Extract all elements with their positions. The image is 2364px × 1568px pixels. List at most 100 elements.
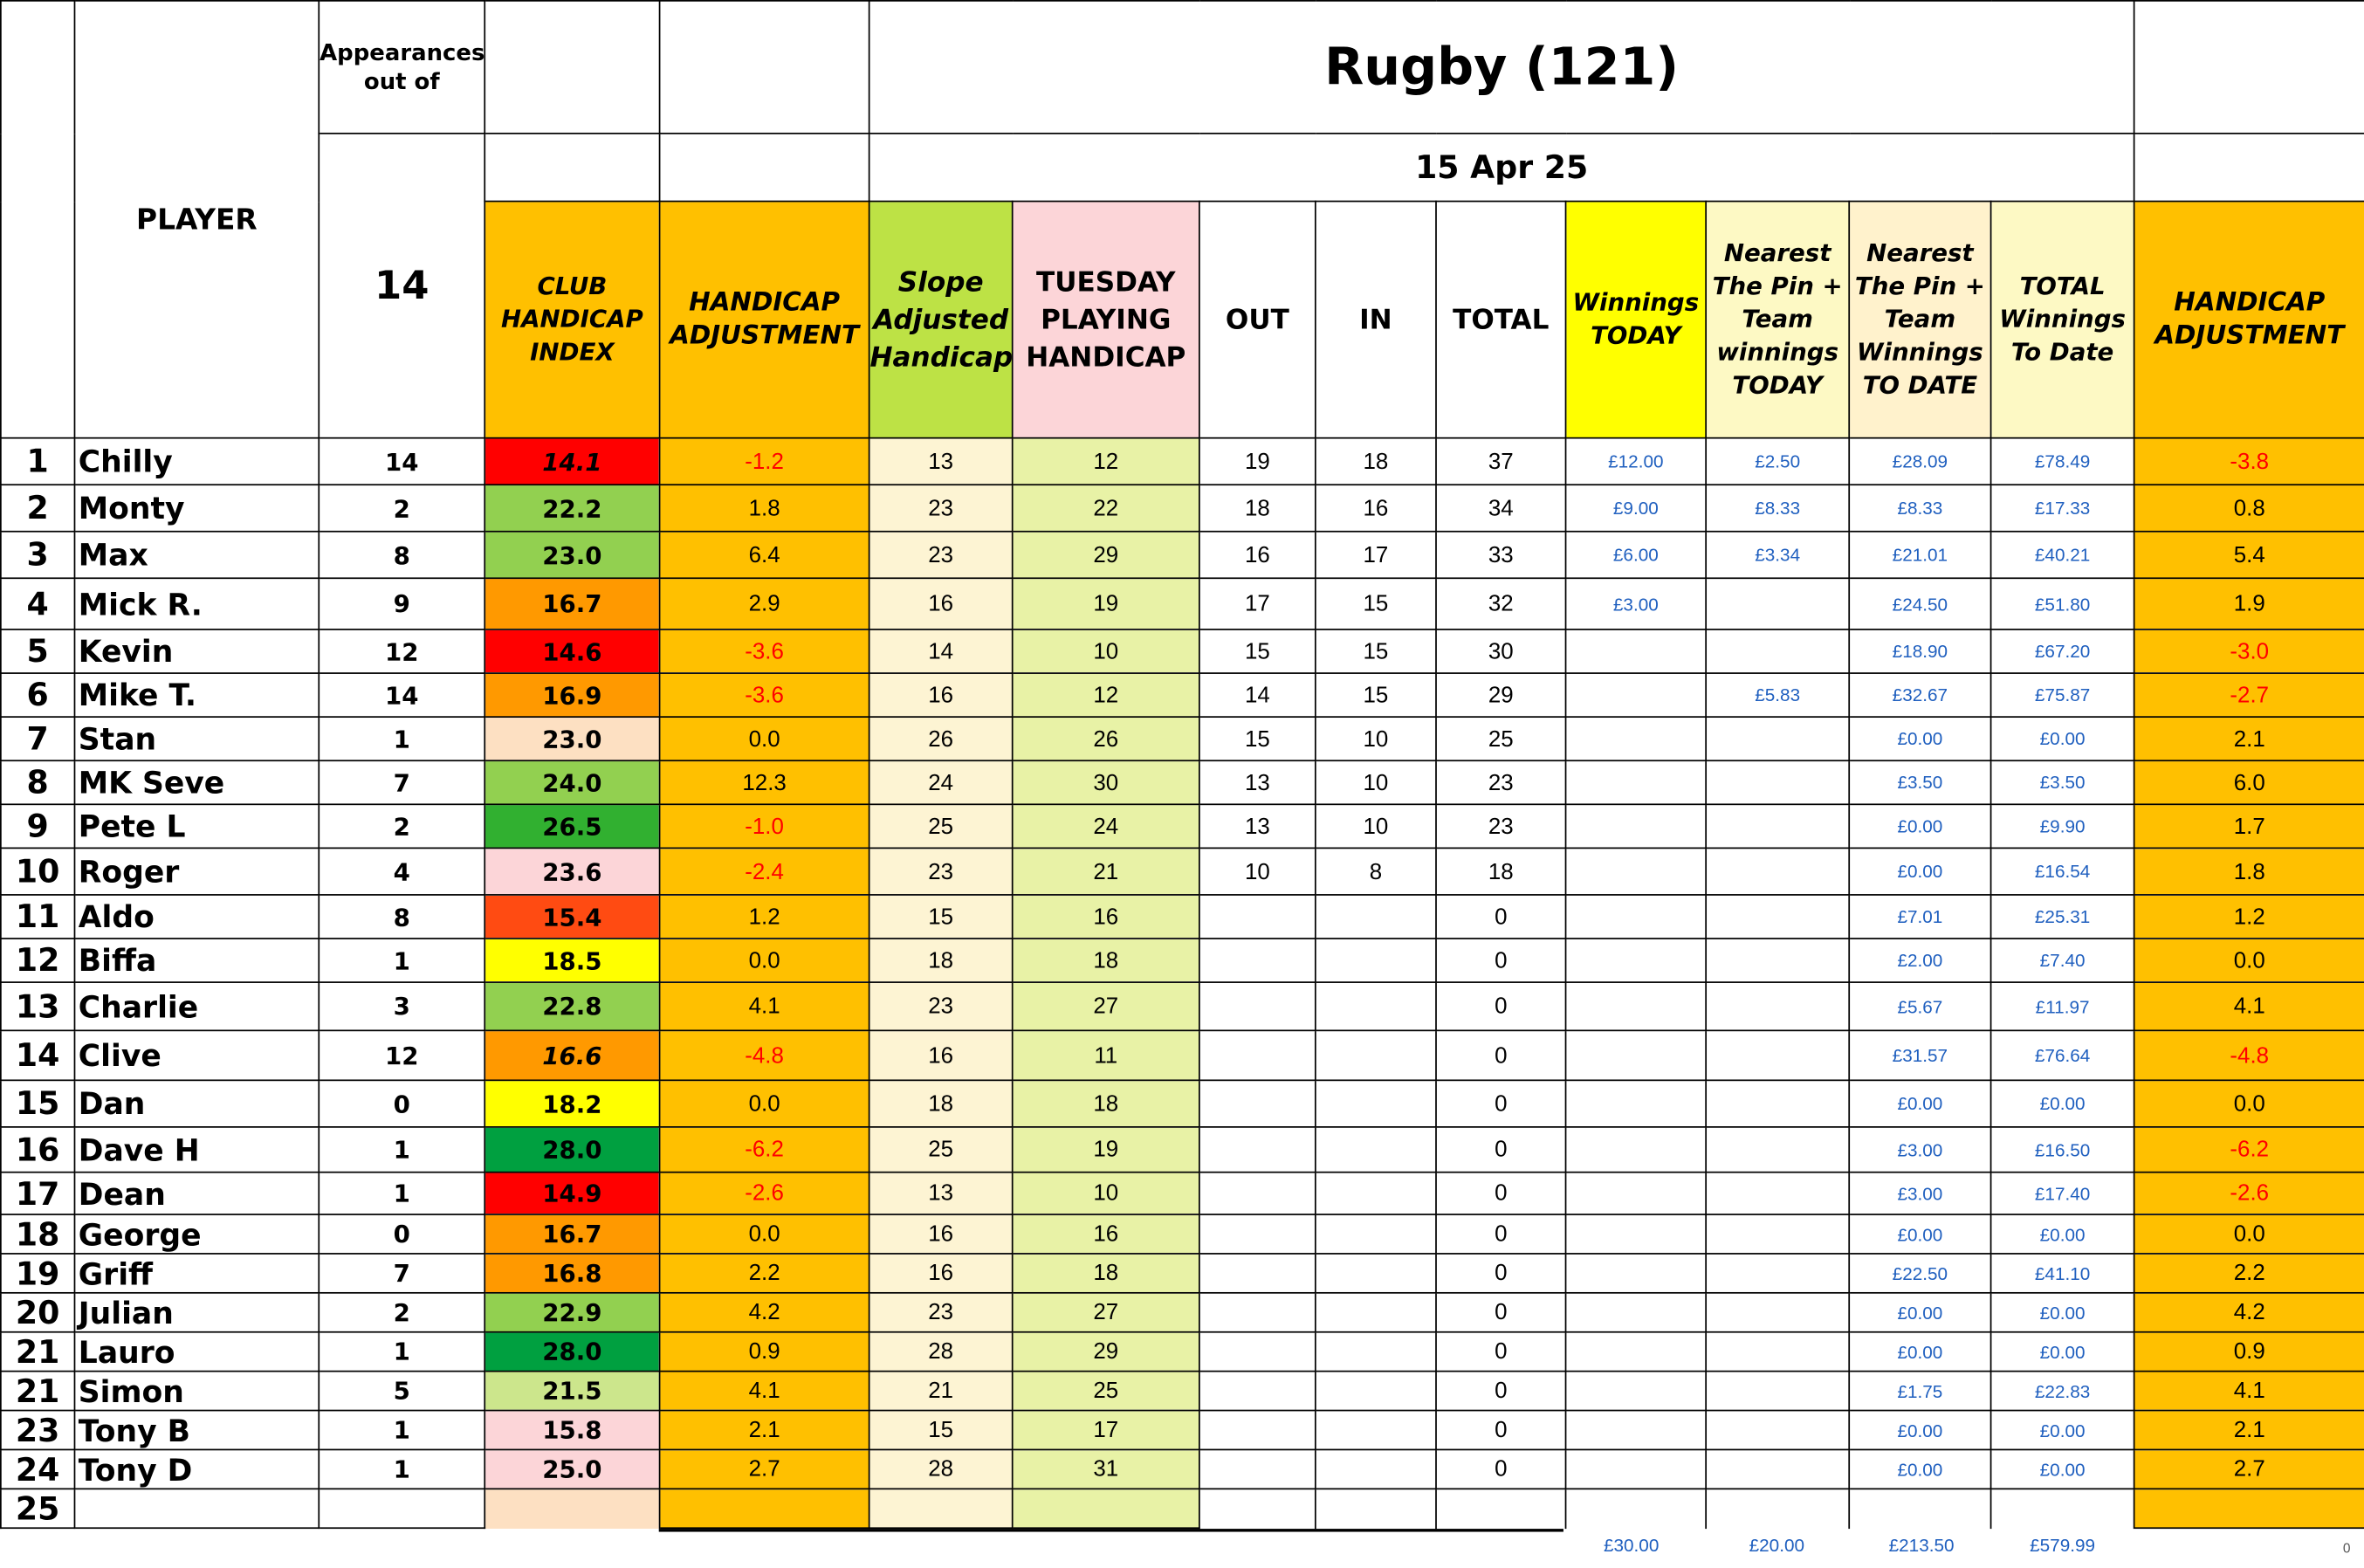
out-score-cell[interactable]: 17 <box>1198 577 1316 630</box>
out-header[interactable]: OUT <box>1198 200 1316 439</box>
ntp-winnings-to-date-cell[interactable]: £28.09 <box>1848 437 1992 486</box>
slope-adjusted-handicap-cell[interactable]: 14 <box>868 629 1014 674</box>
winnings-today-cell[interactable] <box>1564 1370 1708 1412</box>
club-handicap-index-cell[interactable]: 24.0 <box>484 760 661 806</box>
ntp-winnings-today-cell[interactable] <box>1705 1331 1851 1372</box>
total-winnings-to-date-cell[interactable]: £16.50 <box>1989 1126 2135 1173</box>
ntp-winnings-to-date-cell[interactable]: £8.33 <box>1848 484 1992 533</box>
total-score-cell[interactable]: 0 <box>1435 1291 1567 1333</box>
in-score-cell[interactable] <box>1314 1253 1437 1294</box>
ntp-winnings-to-date-cell[interactable]: £5.67 <box>1848 981 1992 1032</box>
out-score-cell[interactable] <box>1198 1079 1316 1128</box>
club-handicap-index-cell[interactable]: 16.9 <box>484 672 661 719</box>
row-index-cell[interactable]: 25 <box>0 1488 76 1530</box>
handicap-adjustment-2-cell[interactable]: 4.2 <box>2133 1291 2364 1333</box>
tuesday-playing-handicap-cell[interactable]: 10 <box>1011 1171 1200 1215</box>
handicap-adjustment-2-cell[interactable]: -4.8 <box>2133 1029 2364 1082</box>
total-winnings-to-date-cell[interactable]: £51.80 <box>1989 577 2135 630</box>
tuesday-playing-handicap-cell[interactable]: 18 <box>1011 938 1200 983</box>
tuesday-playing-handicap-cell[interactable]: 24 <box>1011 803 1200 849</box>
tuesday-playing-handicap-cell[interactable]: 19 <box>1011 1126 1200 1173</box>
winnings-today-cell[interactable]: £3.00 <box>1564 577 1708 630</box>
handicap-adjustment-cell[interactable]: -3.6 <box>658 672 870 719</box>
header-blank-4[interactable] <box>484 132 661 203</box>
winnings-today-cell[interactable] <box>1564 629 1708 674</box>
player-name-cell[interactable]: Lauro <box>73 1331 320 1372</box>
tuesday-playing-handicap-cell[interactable]: 16 <box>1011 894 1200 939</box>
in-score-cell[interactable] <box>1314 981 1437 1032</box>
club-handicap-index-cell[interactable]: 15.4 <box>484 894 661 939</box>
total-winnings-to-date-cell[interactable]: £3.50 <box>1989 760 2135 806</box>
out-score-cell[interactable] <box>1198 1253 1316 1294</box>
in-score-cell[interactable] <box>1314 938 1437 983</box>
row-index-cell[interactable]: 14 <box>0 1029 76 1082</box>
out-score-cell[interactable] <box>1198 1029 1316 1082</box>
total-ntp-to-date[interactable]: £213.50 <box>1888 1535 1955 1557</box>
total-winnings-to-date-cell[interactable]: £11.97 <box>1989 981 2135 1032</box>
in-score-cell[interactable] <box>1314 1214 1437 1255</box>
in-score-cell[interactable] <box>1314 1029 1437 1082</box>
handicap-adjustment-2-cell[interactable]: 4.1 <box>2133 1370 2364 1412</box>
player-name-cell[interactable]: Griff <box>73 1253 320 1294</box>
winnings-today-cell[interactable] <box>1564 894 1708 939</box>
ntp-winnings-to-date-cell[interactable]: £1.75 <box>1848 1370 1992 1412</box>
row-index-cell[interactable]: 15 <box>0 1079 76 1128</box>
handicap-adjustment-2-cell[interactable]: 0.0 <box>2133 1214 2364 1255</box>
in-score-cell[interactable]: 18 <box>1314 437 1437 486</box>
handicap-adjustment-cell[interactable]: -1.0 <box>658 803 870 849</box>
total-winnings-today[interactable]: £30.00 <box>1603 1535 1660 1557</box>
total-winnings-to-date-cell[interactable]: £25.31 <box>1989 894 2135 939</box>
winnings-today-cell[interactable]: £6.00 <box>1564 530 1708 580</box>
tuesday-playing-handicap-cell[interactable]: 12 <box>1011 437 1200 486</box>
ntp-winnings-to-date-cell[interactable]: £31.57 <box>1848 1029 1992 1082</box>
total-score-cell[interactable]: 0 <box>1435 1253 1567 1294</box>
handicap-adjustment-2-cell[interactable]: 1.2 <box>2133 894 2364 939</box>
row-index-cell[interactable]: 17 <box>0 1171 76 1215</box>
appearances-count[interactable]: 14 <box>318 132 486 439</box>
in-score-cell[interactable]: 10 <box>1314 716 1437 762</box>
ntp-winnings-today-cell[interactable] <box>1705 803 1851 849</box>
player-name-cell[interactable]: Chilly <box>73 437 320 486</box>
header-blank-1[interactable] <box>484 0 661 134</box>
handicap-adjustment-2-cell[interactable] <box>2133 1488 2364 1530</box>
total-score-cell[interactable]: 0 <box>1435 894 1567 939</box>
appearances-cell[interactable]: 3 <box>318 981 486 1032</box>
handicap-adjustment-cell[interactable]: 0.0 <box>658 1214 870 1255</box>
winnings-today-cell[interactable] <box>1564 938 1708 983</box>
tuesday-playing-handicap-cell[interactable]: 25 <box>1011 1370 1200 1412</box>
tuesday-playing-handicap-cell[interactable]: 27 <box>1011 1291 1200 1333</box>
handicap-adjustment-2-cell[interactable]: 0.0 <box>2133 938 2364 983</box>
out-score-cell[interactable]: 16 <box>1198 530 1316 580</box>
ntp-winnings-to-date-cell[interactable]: £0.00 <box>1848 1291 1992 1333</box>
player-name-cell[interactable]: Stan <box>73 716 320 762</box>
handicap-adjustment-2-cell[interactable]: 5.4 <box>2133 530 2364 580</box>
in-score-cell[interactable] <box>1314 1126 1437 1173</box>
ntp-winnings-today-cell[interactable] <box>1705 1409 1851 1451</box>
row-index-cell[interactable]: 18 <box>0 1214 76 1255</box>
out-score-cell[interactable] <box>1198 938 1316 983</box>
club-handicap-index-cell[interactable]: 14.1 <box>484 437 661 486</box>
out-score-cell[interactable]: 15 <box>1198 716 1316 762</box>
total-score-cell[interactable]: 0 <box>1435 1214 1567 1255</box>
player-header[interactable]: PLAYER <box>73 0 320 439</box>
total-score-cell[interactable]: 34 <box>1435 484 1567 533</box>
row-index-cell[interactable]: 19 <box>0 1253 76 1294</box>
total-winnings-to-date-cell[interactable]: £7.40 <box>1989 938 2135 983</box>
club-handicap-index-cell[interactable]: 28.0 <box>484 1331 661 1372</box>
club-handicap-index-cell[interactable] <box>484 1488 661 1529</box>
appearances-cell[interactable]: 2 <box>318 484 486 533</box>
row-index-cell[interactable]: 24 <box>0 1448 76 1490</box>
handicap-adjustment-cell[interactable]: -3.6 <box>658 629 870 674</box>
tuesday-playing-handicap-cell[interactable]: 29 <box>1011 1331 1200 1372</box>
appearances-cell[interactable]: 1 <box>318 716 486 762</box>
club-handicap-index-cell[interactable]: 25.0 <box>484 1448 661 1490</box>
out-score-cell[interactable] <box>1198 1331 1316 1372</box>
in-score-cell[interactable] <box>1314 894 1437 939</box>
out-score-cell[interactable]: 13 <box>1198 760 1316 806</box>
handicap-adjustment-2-cell[interactable]: 1.9 <box>2133 577 2364 630</box>
appearances-cell[interactable]: 1 <box>318 1409 486 1451</box>
player-name-cell[interactable]: Max <box>73 530 320 580</box>
appearances-label[interactable]: Appearances out of <box>318 0 486 134</box>
total-score-cell[interactable]: 0 <box>1435 1370 1567 1412</box>
handicap-adjustment-2-cell[interactable]: -2.6 <box>2133 1171 2364 1215</box>
